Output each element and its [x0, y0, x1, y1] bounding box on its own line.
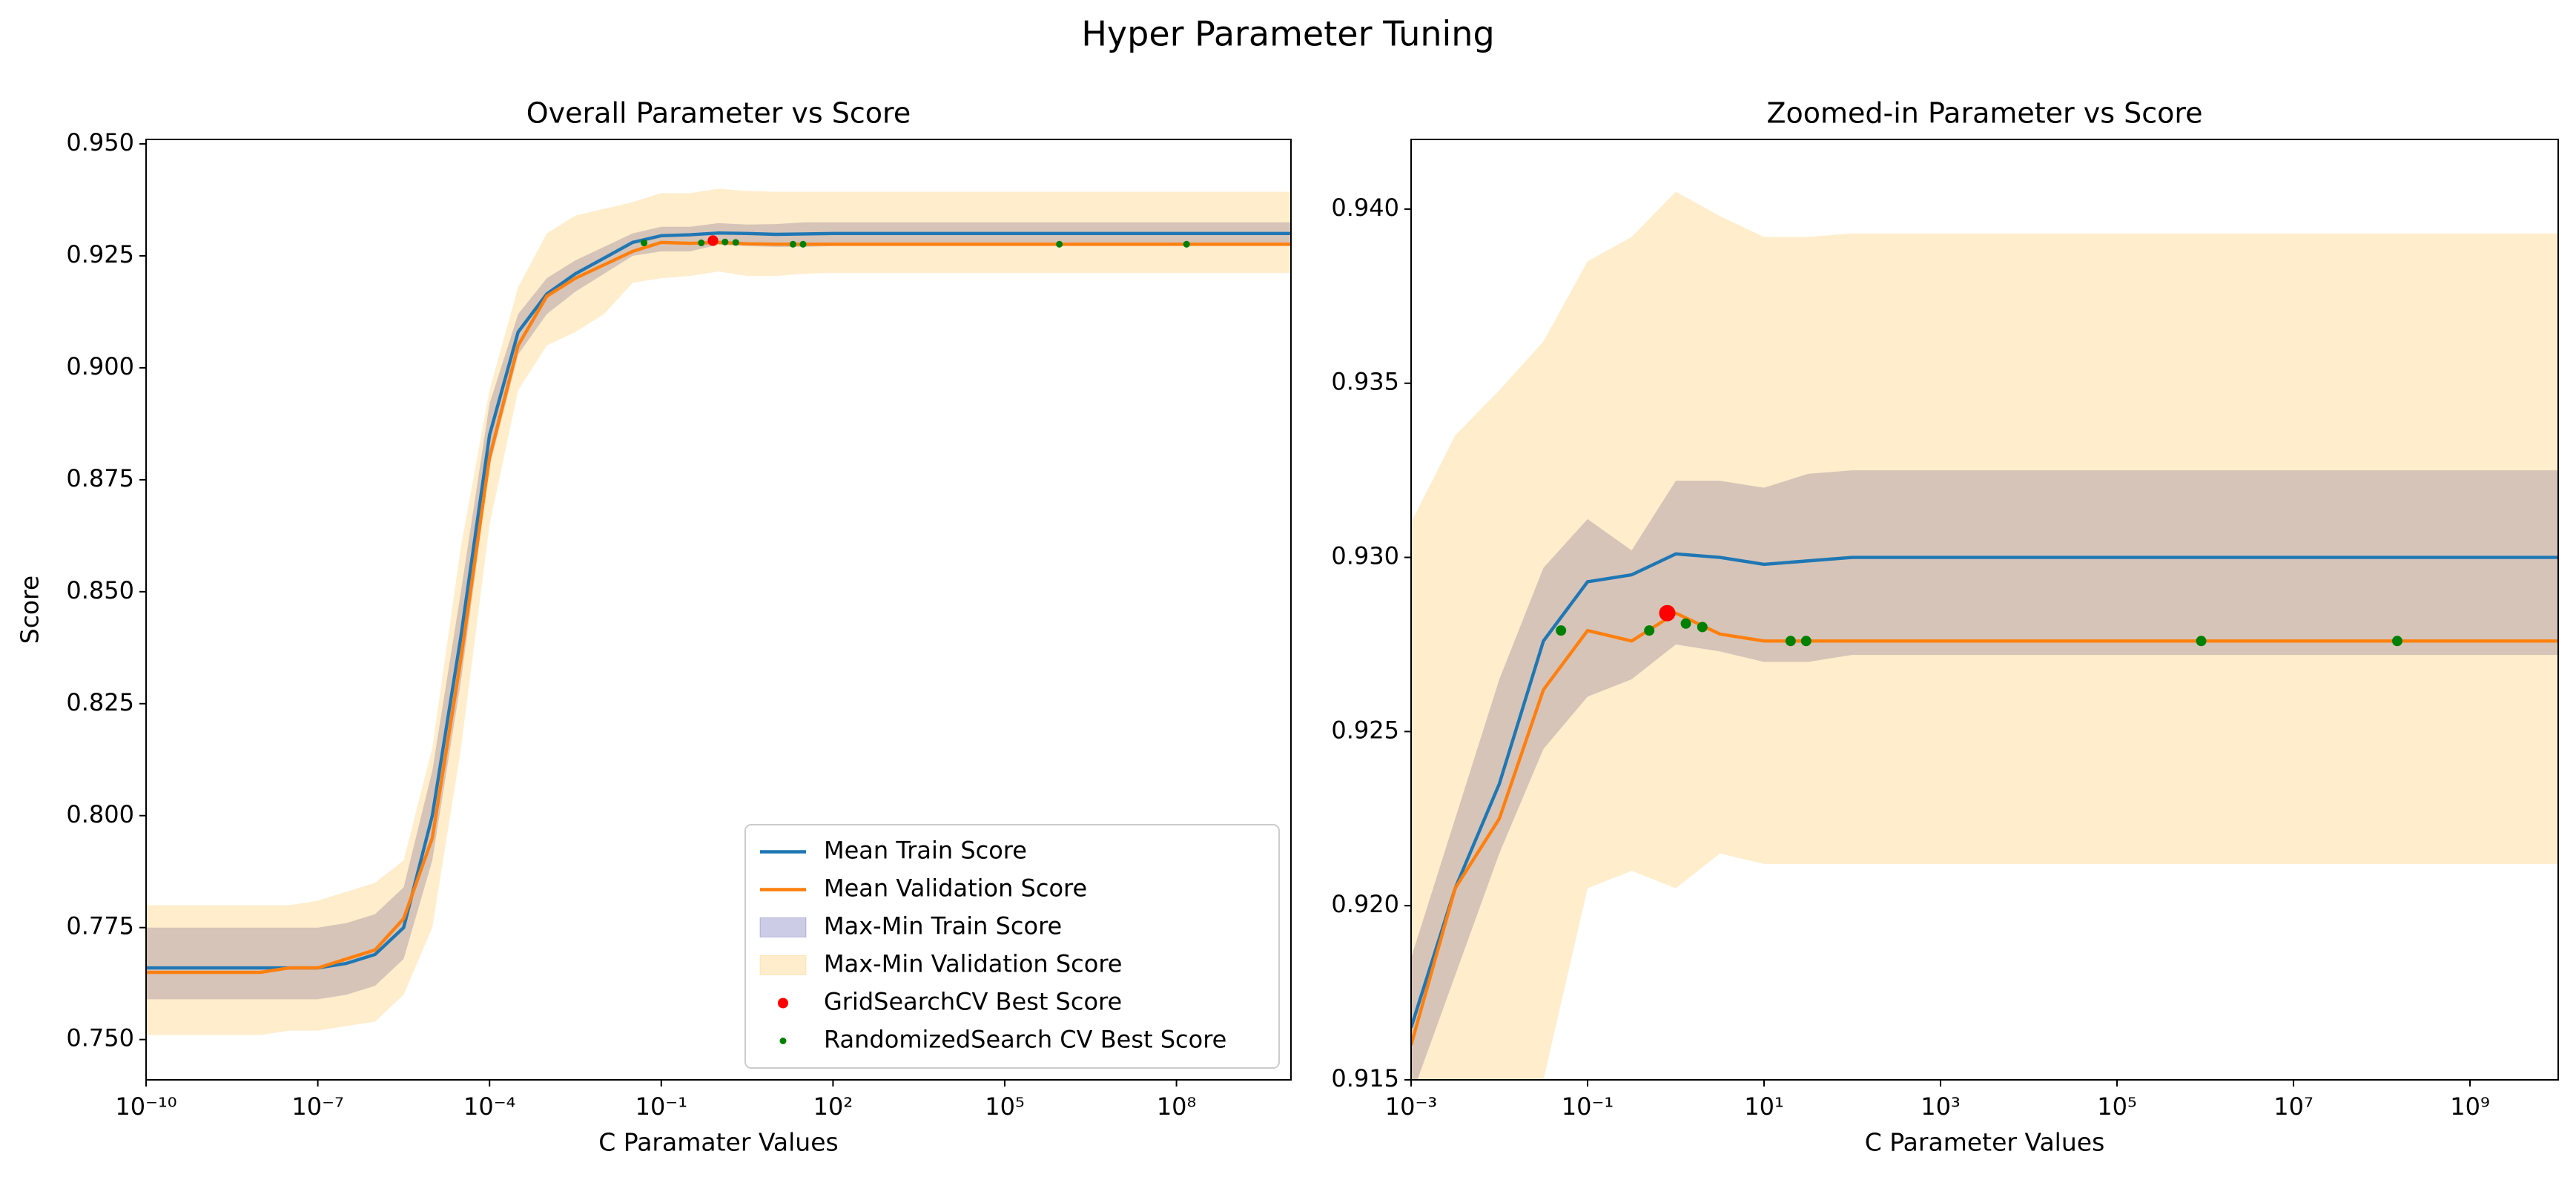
- legend-label: Max-Min Train Score: [824, 912, 1062, 940]
- x-tick-label: 10⁹: [2450, 1092, 2490, 1121]
- axes-title: Overall Parameter vs Score: [526, 97, 911, 130]
- legend-label: Mean Train Score: [824, 837, 1027, 865]
- score-point: [2196, 636, 2207, 647]
- range-band: [1411, 191, 2558, 1080]
- figure-title: Hyper Parameter Tuning: [1081, 14, 1494, 54]
- legend-key: [779, 1038, 787, 1044]
- legend-label: GridSearchCV Best Score: [824, 988, 1122, 1016]
- y-tick-label: 0.920: [1331, 890, 1399, 918]
- plot-area: [146, 188, 1291, 1035]
- x-axis-label: C Parameter Values: [1865, 1128, 2105, 1157]
- x-tick-label: 10⁻¹⁰: [115, 1092, 176, 1121]
- x-tick-label: 10⁻¹: [1562, 1092, 1614, 1121]
- y-tick-label: 0.750: [66, 1024, 134, 1052]
- axes-frame: [145, 139, 1292, 1081]
- x-tick-label: 10⁷: [2273, 1092, 2314, 1121]
- y-tick-label: 0.915: [1331, 1064, 1399, 1092]
- score-point: [1659, 604, 1676, 622]
- score-point: [641, 239, 648, 247]
- x-tick-label: 10¹: [1744, 1092, 1784, 1121]
- series-line: [1411, 611, 2558, 1046]
- y-tick-label: 0.940: [1331, 194, 1399, 222]
- legend-key: [759, 917, 807, 937]
- y-tick-label: 0.925: [1331, 716, 1399, 744]
- y-tick-label: 0.950: [66, 128, 134, 156]
- range-band: [146, 222, 1291, 1000]
- legend-label: Max-Min Validation Score: [824, 950, 1122, 978]
- score-point: [799, 240, 807, 248]
- series-line: [146, 231, 1291, 970]
- x-tick-label: 10⁸: [1157, 1092, 1197, 1121]
- score-point: [789, 240, 796, 248]
- y-tick-label: 0.875: [66, 464, 134, 492]
- y-tick-label: 0.900: [66, 352, 134, 380]
- y-tick-label: 0.930: [1331, 542, 1399, 570]
- y-axis-label: Score: [16, 576, 44, 644]
- x-axis-label: C Paramater Values: [598, 1128, 838, 1157]
- legend-key: [759, 955, 807, 975]
- score-point: [1183, 240, 1190, 248]
- score-point: [732, 239, 739, 246]
- score-point: [1556, 625, 1567, 636]
- legend-label: Mean Validation Score: [824, 874, 1087, 903]
- x-tick-label: 10⁻¹: [635, 1092, 687, 1121]
- axes-title: Zoomed-in Parameter vs Score: [1766, 97, 2202, 130]
- range-band: [146, 188, 1291, 1035]
- axes-frame: [1410, 139, 2559, 1081]
- series-line: [1411, 552, 2558, 1029]
- series-line: [146, 240, 1291, 975]
- legend: Mean Train Score Mean Validation Score Max…: [744, 824, 1280, 1069]
- score-point: [707, 235, 719, 246]
- legend-label: RandomizedSearch CV Best Score: [824, 1026, 1226, 1054]
- plot-area: [1411, 191, 2558, 1080]
- y-tick-label: 0.850: [66, 576, 134, 604]
- score-point: [1800, 636, 1812, 647]
- y-tick-label: 0.800: [66, 800, 134, 828]
- score-point: [2391, 636, 2402, 647]
- y-tick-label: 0.775: [66, 912, 134, 940]
- score-point: [1680, 618, 1691, 629]
- legend-key: [778, 998, 788, 1009]
- x-tick-label: 10⁻³: [1385, 1092, 1437, 1121]
- x-tick-label: 10⁵: [985, 1092, 1025, 1121]
- score-point: [721, 238, 729, 245]
- score-point: [1644, 625, 1655, 636]
- x-tick-label: 10²: [813, 1092, 853, 1121]
- x-tick-label: 10⁻⁷: [291, 1092, 343, 1121]
- y-tick-label: 0.825: [66, 688, 134, 716]
- score-point: [1785, 636, 1796, 647]
- score-point: [1056, 240, 1063, 248]
- x-tick-label: 10³: [1921, 1092, 1961, 1121]
- score-point: [1697, 622, 1708, 633]
- score-point: [698, 239, 705, 247]
- x-tick-label: 10⁵: [2097, 1092, 2137, 1121]
- y-tick-label: 0.925: [66, 240, 134, 268]
- legend-box: [744, 824, 1280, 1069]
- y-tick-label: 0.935: [1331, 368, 1399, 396]
- x-tick-label: 10⁻⁴: [463, 1092, 515, 1121]
